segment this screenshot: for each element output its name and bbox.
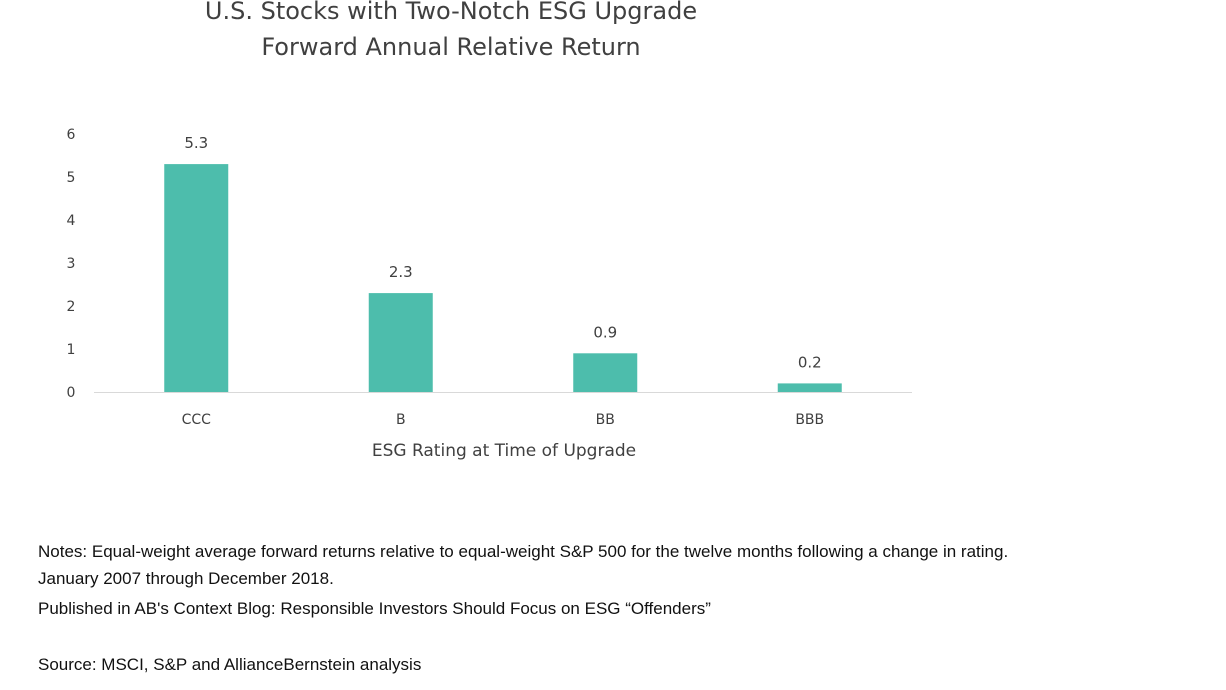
bar-data-label: 0.9 [593,323,617,341]
source-line: Source: MSCI, S&P and AllianceBernstein … [38,655,422,674]
bar-data-label: 2.3 [389,263,413,281]
notes-line-3: Published in AB's Context Blog: Responsi… [38,599,711,618]
x-tick-label: CCC [182,412,212,428]
bar-data-labels: 5.3 2.3 0.9 0.2 [184,134,821,371]
x-axis-tick-labels: CCC B BB BBB [182,412,825,428]
notes-line-2: January 2007 through December 2018. [38,569,334,588]
x-tick-label: BBB [795,412,824,428]
y-tick-label: 1 [67,342,76,358]
bar-data-label: 0.2 [798,353,822,371]
y-tick-label: 4 [67,213,76,229]
y-tick-label: 2 [67,299,76,315]
bar [777,383,842,392]
bar-data-label: 5.3 [184,134,208,152]
chart-subtitle: Forward Annual Relative Return [261,33,641,61]
notes-line-1: Notes: Equal-weight average forward retu… [38,542,1009,561]
bar [368,293,433,392]
y-tick-label: 3 [67,256,76,272]
chart-title: U.S. Stocks with Two-Notch ESG Upgrade [204,0,698,25]
y-tick-label: 6 [67,127,76,143]
y-axis-tick-labels: 0 1 2 3 4 5 6 [67,127,76,401]
bar [164,164,229,392]
x-tick-label: BB [596,412,615,428]
y-tick-label: 5 [67,170,76,186]
x-axis-title: ESG Rating at Time of Upgrade [372,441,636,461]
x-tick-label: B [396,412,406,428]
bars [164,164,842,392]
bar [573,353,638,392]
y-tick-label: 0 [67,385,76,401]
